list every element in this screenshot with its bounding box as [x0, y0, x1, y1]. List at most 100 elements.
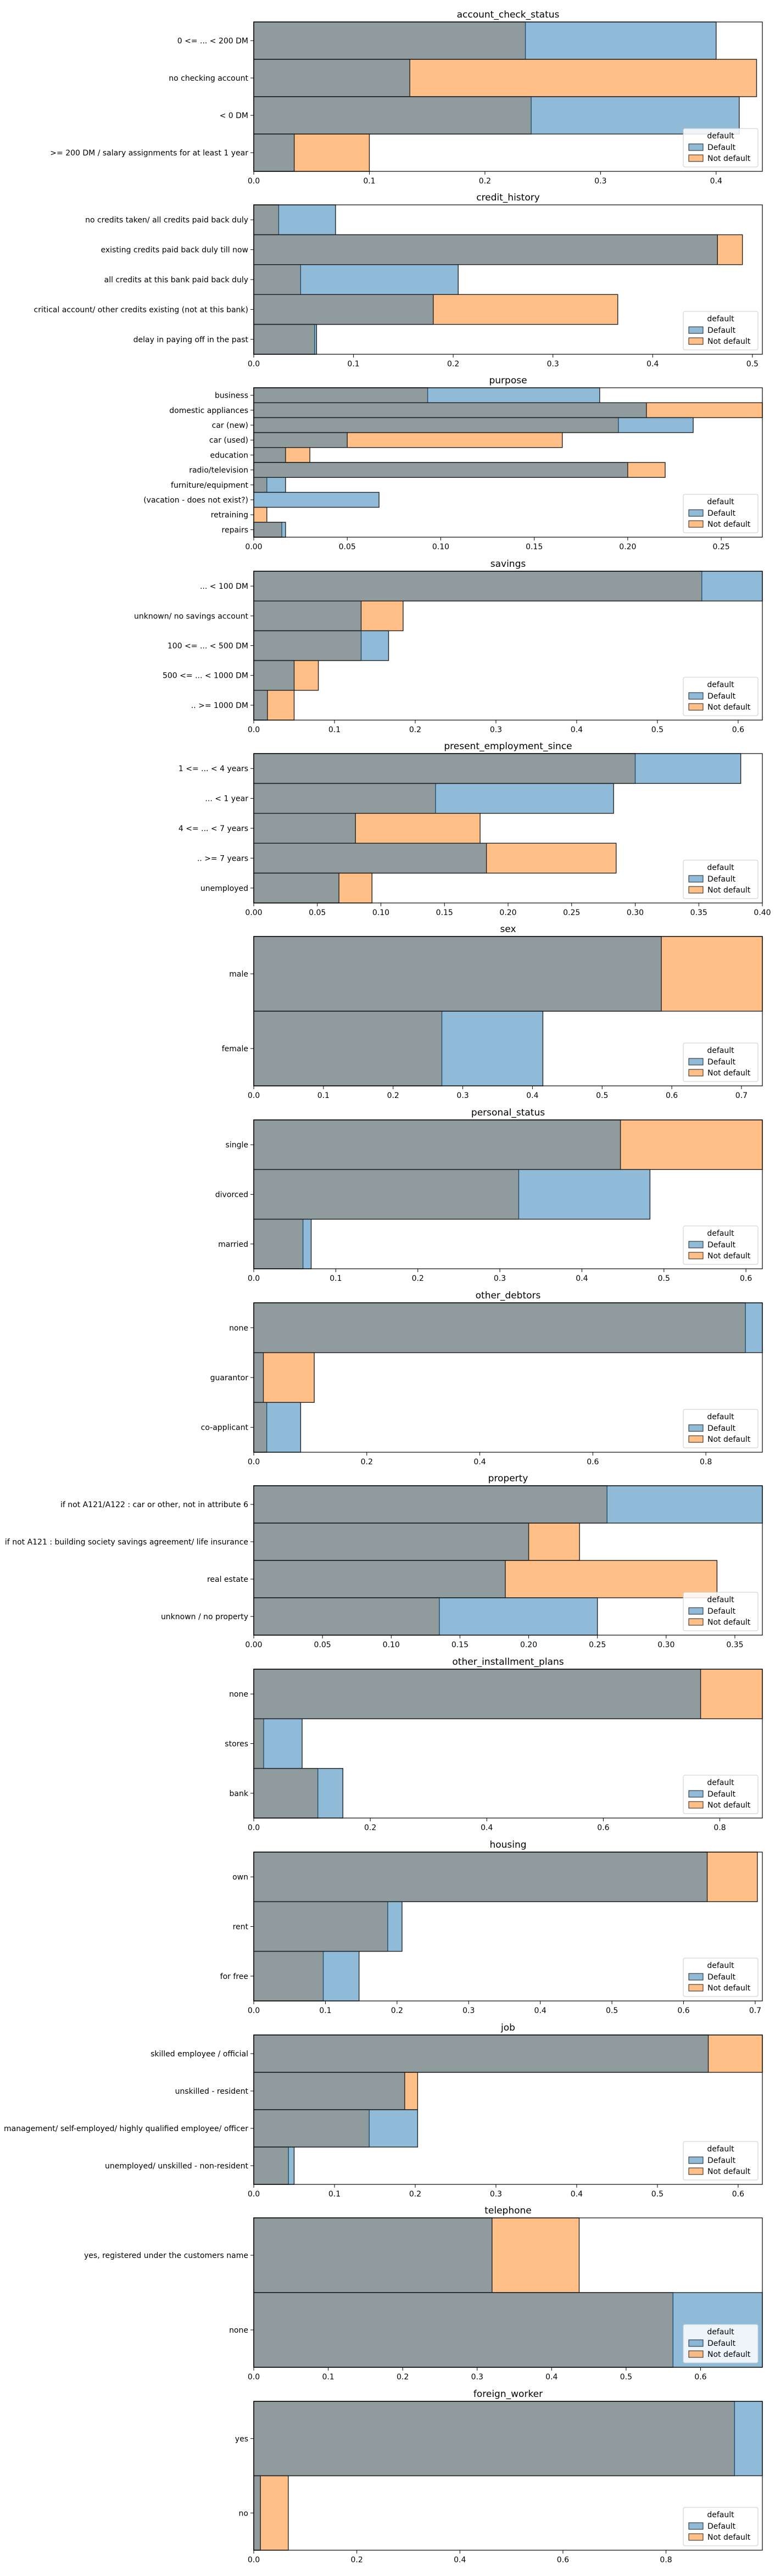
y-tick-label: unknown / no property — [161, 1613, 248, 1621]
y-tick-label: skilled employee / official — [150, 2050, 248, 2059]
x-tick-label: 0.3 — [494, 1274, 506, 1283]
plot-frame — [253, 936, 763, 1086]
legend-swatch-not-default — [688, 1252, 704, 1259]
legend-label-default: Default — [707, 875, 736, 884]
y-tick-label: bank — [230, 1789, 249, 1798]
x-tick-label: 0.5 — [651, 726, 664, 734]
y-tick-label: .. >= 7 years — [197, 854, 248, 863]
chart-panel-present-employment-since: present_employment_since 1 <= ... < 4 yea… — [179, 741, 771, 917]
y-tick-label: rent — [233, 1923, 249, 1932]
x-tick-label: 0.05 — [314, 1641, 331, 1649]
chart-panel-housing: housing own rent for free 0.0 0.1 0.2 0.3 0.4 0.5… — [220, 1839, 763, 2015]
x-tick-label: 0.2 — [409, 726, 421, 734]
bar-not-default — [253, 1352, 315, 1403]
x-tick-label: 0.6 — [597, 1824, 609, 1832]
x-tick-label: 0.25 — [589, 1641, 606, 1649]
legend-title: default — [707, 1413, 734, 1421]
legend-label-not-default: Not default — [707, 1801, 751, 1810]
legend-swatch-default — [688, 1424, 704, 1432]
legend-label-default: Default — [707, 1973, 736, 1982]
x-tick-label: 0.5 — [651, 2190, 664, 2199]
legend-title: default — [707, 1961, 734, 1970]
bar-default — [253, 1718, 303, 1769]
legend-swatch-not-default — [688, 2167, 704, 2175]
y-tick-label: co-applicant — [201, 1424, 249, 1432]
bar-default — [253, 264, 459, 295]
x-tick-label: 0.8 — [713, 1824, 726, 1832]
bar-default — [253, 1767, 343, 1819]
bar-default — [253, 432, 348, 448]
y-tick-label: 4 <= ... < 7 years — [179, 824, 248, 833]
legend-swatch-default — [688, 875, 704, 883]
y-tick-label: domestic appliances — [169, 406, 248, 415]
legend-swatch-not-default — [688, 520, 704, 528]
legend-label-default: Default — [707, 1241, 736, 1250]
x-tick-label: 0.0 — [248, 2373, 260, 2382]
bar-default — [253, 492, 380, 508]
legend-swatch-default — [688, 509, 704, 517]
legend: default Default Not default — [683, 311, 759, 350]
legend-label-default: Default — [707, 2339, 736, 2348]
x-tick-label: 0.10 — [383, 1641, 400, 1649]
x-tick-label: 0.4 — [545, 2373, 557, 2382]
y-tick-label: delay in paying off in the past — [133, 336, 249, 344]
y-tick-label: business — [215, 392, 248, 400]
chart-panel-telephone: telephone yes, registered under the custo… — [84, 2205, 763, 2382]
legend-swatch-default — [688, 2522, 704, 2530]
bar-default — [253, 59, 410, 97]
chart-title: account_check_status — [457, 9, 560, 20]
bar-default — [253, 96, 740, 135]
bar-default — [253, 1218, 312, 1269]
x-tick-label: 0.0 — [248, 2006, 260, 2015]
x-tick-label: 0.3 — [490, 2190, 502, 2199]
x-tick-label: 0.0 — [248, 1458, 260, 1467]
legend-title: default — [707, 1778, 734, 1787]
bar-default — [253, 2475, 261, 2551]
bar-default — [253, 571, 763, 601]
x-tick-label: 0.0 — [248, 1091, 260, 1100]
x-tick-label: 0.2 — [364, 1824, 376, 1832]
x-tick-label: 0.2 — [397, 2373, 409, 2382]
bar-default — [253, 324, 317, 355]
x-tick-label: 0.25 — [563, 908, 580, 917]
x-tick-label: 0.2 — [409, 2190, 421, 2199]
legend-swatch-not-default — [688, 337, 704, 345]
bar-default — [253, 783, 614, 814]
legend-title: default — [707, 681, 734, 689]
x-tick-label: 0.40 — [754, 908, 771, 917]
y-tick-label: none — [229, 1324, 248, 1332]
legend: default Default Not default — [683, 2141, 759, 2181]
chart-panel-job: job skilled employee / official unskilled … — [4, 2022, 763, 2199]
x-tick-label: 0.3 — [490, 726, 502, 734]
y-tick-label: guarantor — [210, 1374, 249, 1382]
chart-title: personal_status — [471, 1107, 545, 1118]
legend-label-not-default: Not default — [707, 337, 751, 346]
bar-default — [253, 1560, 506, 1598]
legend-title: default — [707, 315, 734, 324]
x-tick-label: 0.05 — [339, 543, 356, 551]
x-tick-label: 0.6 — [677, 2006, 689, 2015]
chart-title: sex — [500, 924, 516, 935]
x-tick-label: 0.3 — [462, 2006, 475, 2015]
plot-frame — [253, 387, 763, 538]
x-tick-label: 0.8 — [660, 2556, 672, 2564]
bar-not-default — [253, 506, 267, 523]
chart-title: other_installment_plans — [452, 1657, 564, 1668]
legend-swatch-not-default — [688, 1984, 704, 1992]
plot-frame — [253, 1485, 763, 1636]
chart-title: purpose — [489, 375, 527, 386]
plot-frame — [253, 1119, 763, 1269]
bar-default — [253, 2217, 493, 2293]
y-tick-label: < 0 DM — [220, 111, 248, 120]
y-tick-label: none — [229, 2326, 248, 2335]
x-tick-label: 0.00 — [245, 908, 262, 917]
x-tick-label: 0.5 — [596, 1091, 608, 1100]
y-tick-label: 1 <= ... < 4 years — [179, 765, 248, 773]
y-tick-label: no credits taken/ all credits paid back … — [85, 216, 248, 225]
bar-default — [253, 1485, 763, 1524]
bar-default — [253, 1402, 302, 1453]
x-tick-label: 0.6 — [557, 2556, 569, 2564]
bar-default — [253, 600, 362, 632]
